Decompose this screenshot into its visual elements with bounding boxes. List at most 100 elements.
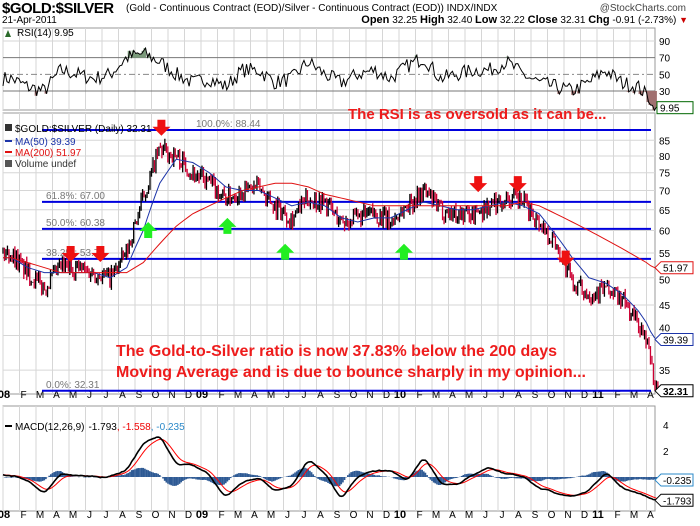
x-tick-label: O: [548, 510, 556, 521]
price-tick-label: 35: [659, 366, 671, 377]
rsi-legend: RSI(14) 9.95: [17, 28, 74, 39]
x-tick-label: A: [515, 390, 522, 401]
price-tick-label: 75: [659, 169, 671, 180]
price-tick-label: 70: [659, 187, 671, 198]
x-tick-label: J: [500, 390, 505, 401]
x-tick-label: S: [334, 390, 341, 401]
x-tick-label: J: [87, 510, 92, 521]
rsi-oversold-fill: [644, 90, 647, 93]
macd-hist-value-label: -0.235: [663, 476, 692, 487]
x-tick-label: M: [630, 510, 638, 521]
rsi-overbought-fill: [135, 52, 139, 58]
rsi-tick-label: 30: [659, 87, 671, 98]
x-tick-label: A: [317, 390, 324, 401]
rsi-overbought-fill: [141, 50, 145, 58]
x-tick-label: M: [36, 510, 44, 521]
rsi-oversold-fill: [652, 90, 655, 111]
macd-legend-macd_value: -1.793: [88, 422, 117, 433]
x-tick-label: A: [119, 390, 126, 401]
rsi-tick-label: 70: [659, 54, 671, 65]
exchange: INDX/INDX: [446, 3, 498, 14]
x-tick-label: F: [20, 510, 26, 521]
x-tick-label: M: [465, 390, 473, 401]
volume-icon: [5, 160, 12, 167]
price-tick-label: 60: [659, 226, 671, 237]
close-label: Close: [527, 14, 558, 26]
macd-signal-line: [2, 438, 657, 499]
macd-value-box: [654, 493, 694, 507]
rsi-oversold-fill: [640, 90, 644, 96]
x-tick-label: J: [483, 390, 488, 401]
price-bars-icon: [5, 124, 12, 131]
x-tick-label: O: [350, 510, 358, 521]
rsi-value-label: 9.95: [660, 104, 680, 115]
x-tick-label: S: [532, 390, 539, 401]
arrow-down-icon: [91, 246, 110, 263]
panel-frame-rsi: [2, 27, 656, 111]
price-tick-label: 40: [659, 323, 671, 334]
x-tick-label: 11: [592, 509, 604, 521]
x-tick-label: 10: [394, 389, 406, 401]
price-tick-label: 65: [659, 206, 671, 217]
macd-legend: MACD(12,26,9) -1.793, -1.558, -0.235: [15, 422, 185, 433]
fibonacci-label: 61.8%: 67.00: [46, 191, 105, 202]
x-tick-label: 10: [394, 509, 406, 521]
x-tick-label: A: [515, 510, 522, 521]
rsi-overbought-fill: [143, 48, 147, 58]
arrow-down-icon: [469, 176, 488, 193]
fibonacci-label: 0.0%: 32.31: [46, 380, 100, 391]
rsi-overbought-fill: [137, 54, 141, 58]
ma50-legend: MA(50) 39.39: [15, 137, 76, 148]
x-tick-label: M: [69, 390, 77, 401]
chg-value: -0.91 (-2.73%): [612, 15, 677, 26]
rsi-overbought-fill: [139, 53, 143, 58]
macd-tick-label: 4: [663, 421, 669, 432]
price-legend: $GOLD:$SILVER (Daily) 32.31: [15, 124, 152, 135]
x-tick-label: N: [168, 390, 175, 401]
high-value: 32.40: [447, 15, 473, 26]
x-tick-label: A: [251, 390, 258, 401]
x-tick-label: S: [532, 510, 539, 521]
x-tick-label: J: [500, 510, 505, 521]
price-tick-label: 85: [659, 136, 671, 147]
rsi-tick-label: 50: [659, 70, 671, 81]
x-tick-label: 11: [592, 389, 604, 401]
x-tick-label: N: [168, 510, 175, 521]
price-annotation-line: Moving Average and is due to bounce shar…: [116, 364, 586, 381]
x-tick-label: M: [630, 390, 638, 401]
macd-hist-value-box: [654, 473, 694, 487]
low-value: 32.22: [499, 15, 525, 26]
price-annotation-line: The Gold-to-Silver ratio is now 37.83% b…: [116, 343, 557, 360]
x-tick-label: 08: [0, 389, 10, 401]
x-tick-label: F: [218, 390, 224, 401]
open-label: Open: [361, 14, 390, 26]
price-tick-label: 50: [659, 276, 671, 287]
open-value: 32.25: [392, 15, 418, 26]
low-label: Low: [475, 14, 498, 26]
rsi-overbought-fill: [129, 57, 133, 58]
volume-legend: Volume undef: [15, 159, 76, 170]
rsi-oversold-fill: [650, 90, 653, 106]
macd-tick-label: 2: [663, 447, 669, 458]
x-tick-label: N: [564, 390, 571, 401]
x-tick-label: M: [432, 510, 440, 521]
x-tick-label: D: [581, 510, 588, 521]
x-tick-label: M: [267, 390, 275, 401]
macd-legend-hist_value: , -0.235: [151, 422, 185, 433]
rsi-overbought-fill: [133, 53, 137, 58]
x-tick-label: N: [366, 390, 373, 401]
arrow-down-icon: [152, 119, 171, 136]
x-tick-label: 09: [196, 509, 208, 521]
x-tick-label: F: [218, 510, 224, 521]
symbol-title: $GOLD:$SILVER: [2, 0, 114, 17]
arrow-up-icon: [394, 243, 413, 260]
arrow-up-icon: [139, 221, 158, 238]
x-tick-label: S: [334, 510, 341, 521]
ma200-legend: MA(200) 51.97: [15, 148, 82, 159]
x-tick-label: D: [185, 390, 192, 401]
x-tick-label: M: [267, 510, 275, 521]
rsi-overbought-fill: [505, 56, 509, 58]
x-tick-label: F: [416, 510, 422, 521]
x-tick-label: D: [383, 510, 390, 521]
